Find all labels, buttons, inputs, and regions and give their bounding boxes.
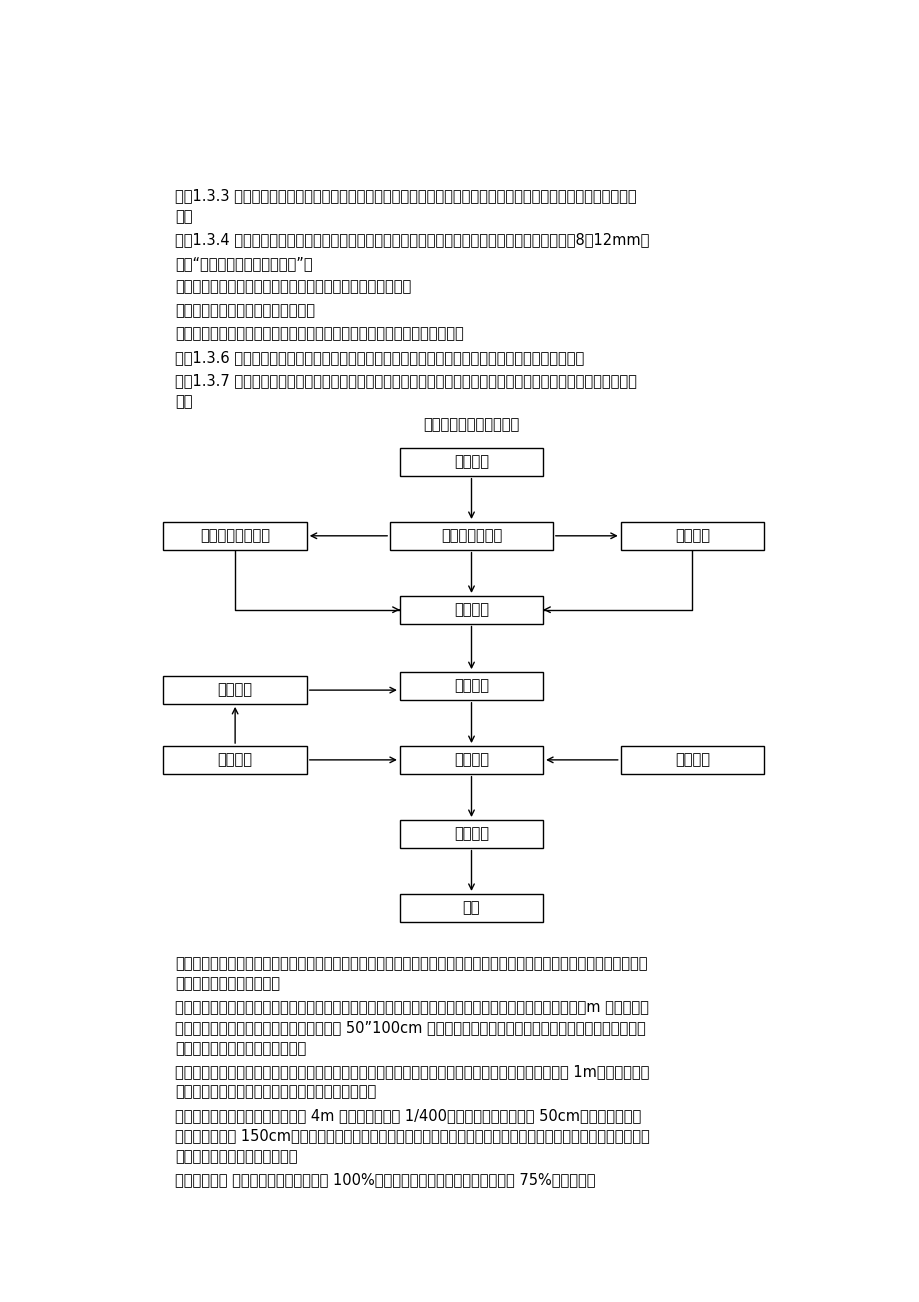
Bar — [400, 596, 542, 624]
Bar — [390, 522, 552, 549]
Bar — [400, 672, 542, 699]
Text: 1.3.6 砂体的结构尺寸和位置，必须符合施工详图规定，其砂体的允许偏差应符合有关标准规定。: 1.3.6 砂体的结构尺寸和位置，必须符合施工详图规定，其砂体的允许偏差应符合有… — [176, 350, 584, 365]
Bar — [400, 820, 542, 848]
Bar — [400, 746, 542, 773]
Text: 楼板模板：板跨度大于或等于 4m 的板，跨中起拱 1/400；模板搞栅间距不大于 50cm，模档或牟杠之: 楼板模板：板跨度大于或等于 4m 的板，跨中起拱 1/400；模板搞栅间距不大于… — [176, 1108, 641, 1124]
Text: 浆满：所有砂缝必须饱满密实；: 浆满：所有砂缝必须饱满密实； — [176, 303, 315, 318]
Text: 用塑胶纸夹实，防止浇筑砖渗浆。: 用塑胶纸夹实，防止浇筑砖渗浆。 — [176, 1040, 306, 1056]
Bar — [164, 746, 306, 773]
Text: 养生: 养生 — [462, 900, 480, 915]
Text: 圈梁模板：主要节点构造柱顶或墙顶做好控制轴线点，标高控制线；梁侧模的卡箍的间距不应大于 1m；梁侧模与墙: 圈梁模板：主要节点构造柱顶或墙顶做好控制轴线点，标高控制线；梁侧模的卡箍的间距不… — [176, 1064, 649, 1079]
Text: 根底施工: 根底施工 — [453, 603, 489, 617]
Text: 垒层及根底模板：安装前先复查基底垒层标高与中心线位置，弹出边线，模板面标高应符合设计要求；模板应支撑牢固: 垒层及根底模板：安装前先复查基底垒层标高与中心线位置，弹出边线，模板面标高应符合… — [176, 956, 647, 971]
Text: 装以每节间从四周向中央铺设。: 装以每节间从四周向中央铺设。 — [176, 1148, 298, 1164]
Text: 1.3.3 浆砂砖体必须采用座浆法砂筑，随铺浆随砂筑，拉线砂筑，砂筑时，砖块宜分层卧砂，上下错缝，内外搞: 1.3.3 浆砂砖体必须采用座浆法砂筑，随铺浆随砂筑，拉线砂筑，砂筑时，砖块宜分… — [176, 189, 636, 203]
Text: 砂浆搅拌: 砂浆搅拌 — [218, 682, 253, 698]
Text: 净。: 净。 — [176, 395, 193, 409]
Text: 砂筑工程施工工艺流程图: 砂筑工程施工工艺流程图 — [423, 418, 519, 432]
Text: 模板撤除 悬挡构件模板应待砖强度 100%到达后再撤模，其余构件砖强度到达 75%以上可撤模: 模板撤除 悬挡构件模板应待砖强度 100%到达后再撤模，其余构件砖强度到达 75… — [176, 1172, 596, 1187]
Text: 砂块砂筑: 砂块砂筑 — [453, 753, 489, 767]
Text: 1.3.7 浆砂砖外表勾缝应保持块石砂合的自然接缝，力求美观，匀称、外表平整。砂体外表溅染的砂浆应去除干: 1.3.7 浆砂砖外表勾缝应保持块石砂合的自然接缝，力求美观，匀称、外表平整。砂… — [176, 374, 637, 388]
Text: 口，以便灌入砖及放入振捣器；柱模板每隔 50”100cm 加一道柱箍，以防柱模爆裂；柱模板与墙体之间的缝隙采: 口，以便灌入砖及放入振捣器；柱模板每隔 50”100cm 加一道柱箍，以防柱模爆… — [176, 1021, 645, 1035]
Bar — [400, 894, 542, 922]
Text: 间，间距不大于 150cm；底层地面应忆实，支柱之间应设水平拉杆与斜拉杆，支柱下应垒楕子和通长脚手板；模板安: 间，间距不大于 150cm；底层地面应忆实，支柱之间应设水平拉杆与斜拉杆，支柱下… — [176, 1129, 650, 1143]
Bar — [620, 746, 764, 773]
Text: 质量检查: 质量检查 — [218, 753, 253, 767]
Text: 基底处理: 基底处理 — [675, 529, 709, 543]
Text: 测量放样: 测量放样 — [453, 454, 489, 470]
Bar — [164, 522, 306, 549]
Text: 基坑开挟、排水: 基坑开挟、排水 — [440, 529, 502, 543]
Text: 挂线施工: 挂线施工 — [675, 753, 709, 767]
Bar — [620, 522, 764, 549]
Text: 平齐：同一层的砖块砂平，以利上下层水平缝结合密实；: 平齐：同一层的砖块砂平，以利上下层水平缝结合密实； — [176, 280, 412, 294]
Text: “平齐、砖稳、浆满、错缝”。: “平齐、砖稳、浆满、错缝”。 — [176, 256, 312, 271]
Text: ，侧模支撑底部应加垒木。: ，侧模支撑底部应加垒木。 — [176, 976, 280, 992]
Bar — [400, 448, 542, 475]
Text: 检查、验收、签证: 检查、验收、签证 — [200, 529, 270, 543]
Text: 砂。: 砂。 — [176, 208, 193, 224]
Text: 体之间的缝隙采用水泥砂浆抒实，防止浇筑砖渗浆。: 体之间的缝隙采用水泥砂浆抒实，防止浇筑砖渗浆。 — [176, 1085, 376, 1100]
Text: 砂体勾缝: 砂体勾缝 — [453, 827, 489, 841]
Bar — [164, 676, 306, 704]
Text: 砂块湿润: 砂块湿润 — [453, 678, 489, 694]
Text: 构造柱模板：安装时根据相邻墙体的纵模轴线，立柱模。柱模底部一侧要留清扫口；由地面起每隔一２m 留一道施工: 构造柱模板：安装时根据相邻墙体的纵模轴线，立柱模。柱模底部一侧要留清扫口；由地面… — [176, 1000, 649, 1016]
Text: 1.3.4 在铺砂砂浆之前，砖应洒水湿润，使其外表充分吸收，但不得残留积水，灯缝厚度一般为8～12mm。: 1.3.4 在铺砂砂浆之前，砖应洒水湿润，使其外表充分吸收，但不得残留积水，灯缝… — [176, 233, 649, 247]
Text: 错缝：必须上下错缝，内外搞接，不允许有顺流水向通缝和竖向通缝。: 错缝：必须上下错缝，内外搞接，不允许有顺流水向通缝和竖向通缝。 — [176, 327, 464, 341]
